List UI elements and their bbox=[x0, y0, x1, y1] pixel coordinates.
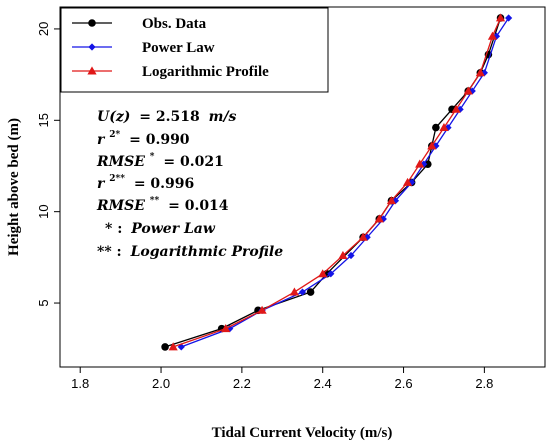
y-tick-label: 20 bbox=[36, 22, 51, 36]
stat-rmse-power-sym: RMSE bbox=[96, 154, 145, 170]
data-point-logarithmic-profile bbox=[415, 159, 425, 168]
stat-rmse-log-sup: ** bbox=[150, 196, 160, 206]
data-point-logarithmic-profile bbox=[451, 104, 461, 113]
stat-rmse-log-val: = 0.014 bbox=[168, 198, 229, 214]
legend-marker bbox=[88, 19, 96, 27]
stat-r2-log-val: = 0.996 bbox=[134, 176, 194, 192]
data-point-logarithmic-profile bbox=[386, 196, 397, 205]
stat-velocity: U(z) = 2.518 m/s bbox=[97, 109, 237, 125]
data-point-obs-data bbox=[161, 343, 169, 351]
series-layer bbox=[161, 13, 513, 351]
plot-frame bbox=[59, 6, 546, 368]
data-point-logarithmic-profile bbox=[427, 141, 437, 150]
stat-velocity-unit: m/s bbox=[209, 109, 237, 125]
legend-marker bbox=[87, 66, 97, 75]
legend-items: Obs. Data Power Law Logarithmic Profile bbox=[72, 16, 269, 80]
stat-r2-log-sup: 2** bbox=[109, 174, 125, 184]
x-tick-label: 1.8 bbox=[71, 376, 89, 391]
data-point-power-law bbox=[177, 343, 185, 351]
stat-velocity-lhs: U(z) bbox=[97, 109, 130, 125]
stat-rmse-power-val: = 0.021 bbox=[163, 154, 223, 170]
data-point-obs-data bbox=[306, 288, 315, 296]
data-point-logarithmic-profile bbox=[358, 232, 368, 241]
legend-entry-logarithmic-profile: Logarithmic Profile bbox=[72, 64, 269, 80]
x-tick-label: 2.0 bbox=[152, 376, 170, 391]
legend-box bbox=[60, 7, 329, 93]
stat-r2-log-sym: r bbox=[97, 176, 106, 192]
legend-label: Logarithmic Profile bbox=[142, 64, 269, 80]
key-log-profile-mark: ** : bbox=[97, 244, 122, 260]
key-power-law-text: Power Law bbox=[130, 221, 216, 237]
stat-rmse-power: RMSE * = 0.021 bbox=[96, 147, 224, 170]
data-point-logarithmic-profile bbox=[475, 68, 485, 77]
stats-annotations: U(z) = 2.518 m/s r 2* = 0.990 RMSE * = 0… bbox=[96, 109, 283, 260]
legend-label: Power Law bbox=[142, 40, 215, 56]
axes: 1.8 2.0 2.2 2.4 2.6 2.8 5 10 15 20 bbox=[36, 22, 493, 391]
data-point-power-law bbox=[347, 251, 355, 260]
data-point-logarithmic-profile bbox=[402, 177, 413, 186]
x-tick-label: 2.2 bbox=[233, 376, 251, 391]
y-axis-label: Height above bed (m) bbox=[6, 118, 22, 256]
stat-rmse-log: RMSE ** = 0.014 bbox=[96, 191, 229, 214]
data-point-logarithmic-profile bbox=[318, 269, 328, 278]
key-power-law: * : Power Law bbox=[105, 221, 216, 237]
data-point-logarithmic-profile bbox=[374, 214, 384, 223]
stat-r2-power-val: = 0.990 bbox=[129, 132, 190, 148]
data-point-power-law bbox=[391, 197, 400, 205]
y-tick-label: 15 bbox=[36, 113, 51, 127]
stat-velocity-rhs: = 2.518 bbox=[139, 109, 199, 125]
stat-rmse-log-sym: RMSE bbox=[96, 198, 145, 214]
stat-r2-log: r 2** = 0.996 bbox=[97, 169, 194, 192]
data-point-logarithmic-profile bbox=[289, 287, 300, 296]
data-point-logarithmic-profile bbox=[168, 342, 178, 351]
data-point-logarithmic-profile bbox=[495, 13, 506, 22]
x-tick-label: 2.6 bbox=[395, 376, 413, 391]
legend-entry-obs-data: Obs. Data bbox=[72, 16, 207, 32]
legend-marker bbox=[88, 43, 96, 51]
y-tick-label: 5 bbox=[36, 299, 51, 306]
data-point-power-law bbox=[298, 288, 307, 296]
data-point-power-law bbox=[505, 14, 513, 22]
stat-r2-power-sup: 2* bbox=[109, 130, 120, 140]
data-point-power-law bbox=[327, 270, 335, 278]
stat-rmse-power-sup: * bbox=[150, 152, 155, 162]
legend-label: Obs. Data bbox=[142, 16, 207, 32]
series-logarithmic-profile bbox=[168, 13, 506, 351]
data-point-obs-data bbox=[432, 123, 440, 132]
data-point-logarithmic-profile bbox=[257, 305, 267, 314]
data-point-power-law bbox=[379, 215, 387, 223]
data-point-logarithmic-profile bbox=[338, 250, 348, 259]
y-tick-label: 10 bbox=[36, 204, 51, 218]
data-point-obs-data bbox=[423, 160, 432, 168]
series-line-logarithmic-profile bbox=[172, 17, 502, 348]
x-axis-label: Tidal Current Velocity (m/s) bbox=[212, 425, 393, 441]
legend-entry-power-law: Power Law bbox=[72, 40, 215, 56]
data-point-logarithmic-profile bbox=[221, 324, 231, 333]
x-tick-label: 2.8 bbox=[475, 376, 493, 391]
key-log-profile-text: Logarithmic Profile bbox=[130, 244, 284, 260]
key-power-law-mark: * : bbox=[105, 221, 122, 237]
stat-r2-power-sym: r bbox=[97, 132, 106, 148]
data-point-logarithmic-profile bbox=[463, 86, 473, 95]
data-point-logarithmic-profile bbox=[487, 31, 498, 40]
stat-r2-power: r 2* = 0.990 bbox=[97, 125, 190, 148]
x-tick-label: 2.4 bbox=[314, 376, 332, 391]
legend: Obs. Data Power Law Logarithmic Profile bbox=[60, 7, 329, 93]
data-point-power-law bbox=[226, 325, 234, 333]
data-point-logarithmic-profile bbox=[439, 123, 449, 132]
key-log-profile: ** : Logarithmic Profile bbox=[97, 244, 283, 260]
